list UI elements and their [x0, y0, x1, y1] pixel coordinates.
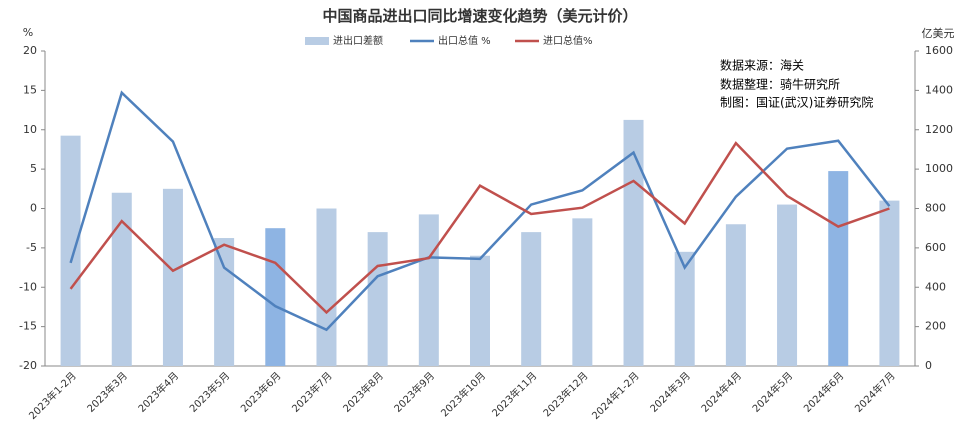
- chart-title: 中国商品进出口同比增速变化趋势（美元计价）: [322, 7, 637, 25]
- y-tick-label: 0: [30, 202, 37, 215]
- bar: [725, 224, 746, 366]
- y2-tick-label: 1000: [925, 162, 953, 175]
- y2-tick-label: 400: [925, 280, 946, 293]
- bar: [111, 192, 132, 366]
- bar: [214, 238, 235, 366]
- y-tick-label: 20: [23, 44, 37, 57]
- y2-tick-label: 0: [925, 359, 932, 372]
- y2-tick-label: 600: [925, 241, 946, 254]
- y-tick-label: -5: [26, 241, 37, 254]
- bar: [418, 214, 439, 366]
- bar: [623, 119, 644, 366]
- annotation: 数据来源：海关: [720, 58, 804, 73]
- y-tick-label: -10: [19, 280, 37, 293]
- y-tick-label: -15: [19, 320, 37, 333]
- bar: [572, 218, 593, 366]
- legend-label: 出口总值 %: [438, 34, 491, 47]
- y2-tick-label: 1200: [925, 123, 953, 136]
- y-tick-label: 10: [23, 123, 37, 136]
- y-tick-label: 15: [23, 83, 37, 96]
- annotation: 制图：国证(武汉)证券研究院: [720, 95, 873, 110]
- line: [69, 141, 890, 315]
- bar: [470, 255, 490, 366]
- bar: [60, 135, 81, 366]
- y2-tick-label: 200: [925, 320, 946, 333]
- bar: [674, 251, 695, 366]
- bar: [521, 232, 542, 366]
- y-tick-label: -20: [19, 359, 37, 372]
- y2-axis-label: 亿美元: [922, 27, 955, 40]
- bar: [316, 208, 337, 366]
- line: [69, 90, 891, 332]
- y-axis-label: %: [23, 26, 33, 39]
- bar: [777, 204, 798, 366]
- y-tick-label: 5: [30, 162, 37, 175]
- legend-swatch: [305, 37, 329, 45]
- legend-label: 进出口差额: [333, 34, 383, 47]
- bar: [265, 228, 286, 366]
- bar: [879, 200, 900, 366]
- bar: [367, 232, 388, 366]
- legend-label: 进口总值%: [543, 34, 593, 47]
- bar: [162, 188, 183, 366]
- y2-tick-label: 1400: [925, 83, 953, 96]
- bar: [828, 171, 849, 366]
- y2-tick-label: 1600: [925, 44, 953, 57]
- y2-tick-label: 800: [925, 202, 946, 215]
- annotation: 数据整理：骑牛研究所: [720, 77, 840, 92]
